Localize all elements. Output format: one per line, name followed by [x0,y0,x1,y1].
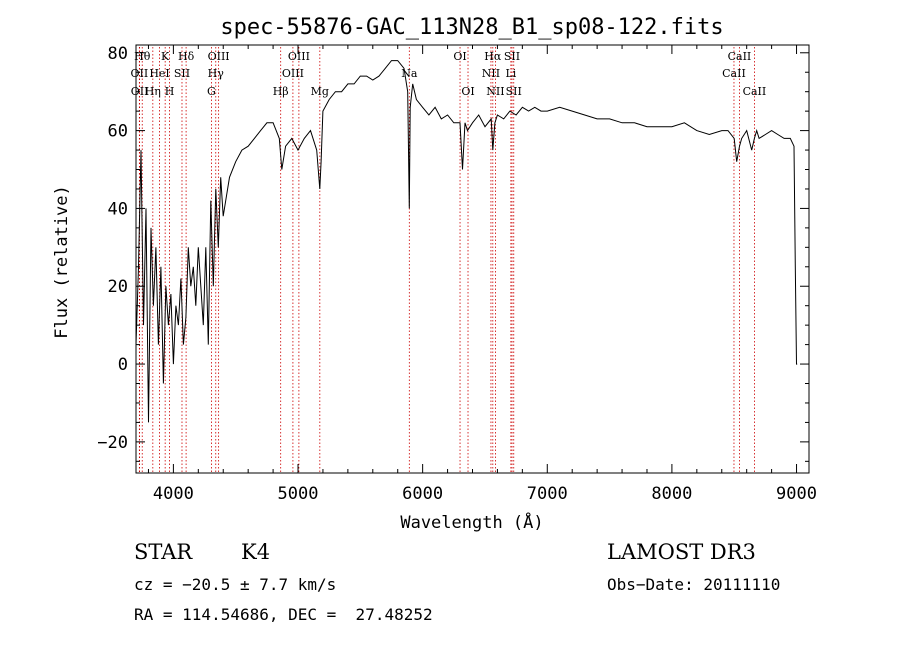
spectral-line-label: SII [506,85,522,98]
y-tick-label: 60 [108,122,128,142]
spectral-line-label: CaII [743,85,767,98]
spectral-line-markers [138,47,755,473]
spectral-line-label: Hθ [134,50,151,63]
spectral-line-label: G [207,85,216,98]
spectral-line-label: SII [504,50,520,63]
y-tick-label: 40 [108,199,128,219]
object-subclass: K4 [241,540,271,564]
x-axis-label: Wavelength (Å) [400,511,543,533]
spectral-line-label: Hγ [208,67,225,80]
y-axis-ticks: −20 0 20 40 60 80 [97,44,809,462]
spectral-line-label: OI [461,85,474,98]
survey-name: LAMOST DR3 [607,540,756,564]
spectral-line-label: OIII [208,50,230,63]
spectral-line-label: OII [131,67,149,80]
x-tick-label: 5000 [278,484,319,504]
y-tick-label: −20 [97,433,128,453]
plot-frame [135,44,810,474]
x-tick-label: 6000 [402,484,443,504]
y-tick-label: 0 [118,355,128,375]
spectral-line-label: NII [486,85,504,98]
observation-date: Obs−Date: 20111110 [607,575,781,594]
x-tick-label: 8000 [651,484,692,504]
x-axis-ticks: 4000 5000 6000 7000 8000 9000 [147,45,817,504]
y-tick-label: 20 [108,277,128,297]
spectral-line-label: Hδ [178,50,195,63]
redshift-velocity: cz = −20.5 ± 7.7 km/s [134,575,337,594]
spectral-line-label: Hη [145,85,161,98]
spectral-line-label: OI [453,50,466,63]
spectral-line-label: Li [505,67,516,80]
spectral-line-label: OIII [282,67,304,80]
spectral-line-label: NII [482,67,500,80]
chart-title: spec-55876-GAC_113N28_B1_sp08-122.fits [220,15,723,40]
spectral-line-label: SII [174,67,190,80]
x-tick-label: 7000 [527,484,568,504]
spectral-line-label: CaII [722,67,746,80]
spectral-line-label: Mg [311,85,329,98]
x-tick-label: 4000 [153,484,194,504]
spectral-line-label: K [161,50,170,63]
spectral-line-label: H [165,85,175,98]
spectral-line-label: CaII [728,50,752,63]
flux-series-line [135,60,798,423]
spectral-line-label: Hα [484,50,502,63]
spectral-line-label: OIII [288,50,310,63]
coordinates: RA = 114.54686, DEC = 27.48252 [134,605,433,624]
y-axis-label: Flux (relative) [52,185,72,339]
x-tick-label: 9000 [776,484,817,504]
y-tick-label: 80 [108,44,128,64]
spectral-line-label: HeI [149,67,169,80]
object-class: STAR [134,540,193,564]
spectral-line-label: Hβ [273,85,289,98]
